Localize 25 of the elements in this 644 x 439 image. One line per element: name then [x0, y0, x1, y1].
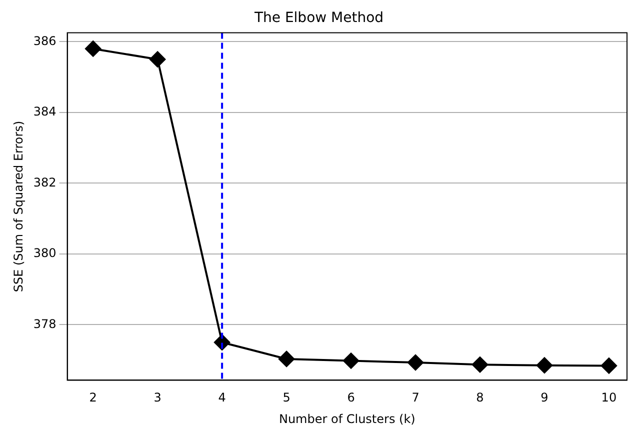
- point: [408, 354, 424, 371]
- x-tick-label: 8: [476, 390, 484, 405]
- y-tick-label: 386: [33, 34, 56, 48]
- point: [85, 40, 102, 57]
- x-tick-label: 3: [154, 390, 162, 405]
- chart-title: The Elbow Method: [253, 10, 384, 26]
- x-tick-label: 2: [89, 390, 97, 405]
- point: [472, 356, 488, 373]
- point: [150, 51, 166, 68]
- y-tick-label: 378: [33, 316, 56, 331]
- x-tick-label: 5: [282, 390, 290, 405]
- point: [536, 357, 552, 374]
- point: [343, 352, 360, 369]
- x-tick-label: 6: [347, 390, 355, 405]
- x-tick-label: 9: [540, 390, 548, 405]
- y-tick-label: 384: [33, 104, 56, 119]
- y-tick-label: 380: [33, 246, 56, 260]
- point: [600, 358, 617, 374]
- y-axis-title: SSE (Sum of Squared Errors): [11, 120, 26, 292]
- point: [278, 350, 295, 367]
- x-tick-label: 4: [218, 390, 226, 405]
- y-tick-label: 382: [33, 175, 56, 190]
- x-tick-label: 10: [601, 390, 617, 405]
- x-tick-label: 7: [412, 390, 420, 405]
- x-axis-title: Number of Clusters (k): [278, 412, 416, 426]
